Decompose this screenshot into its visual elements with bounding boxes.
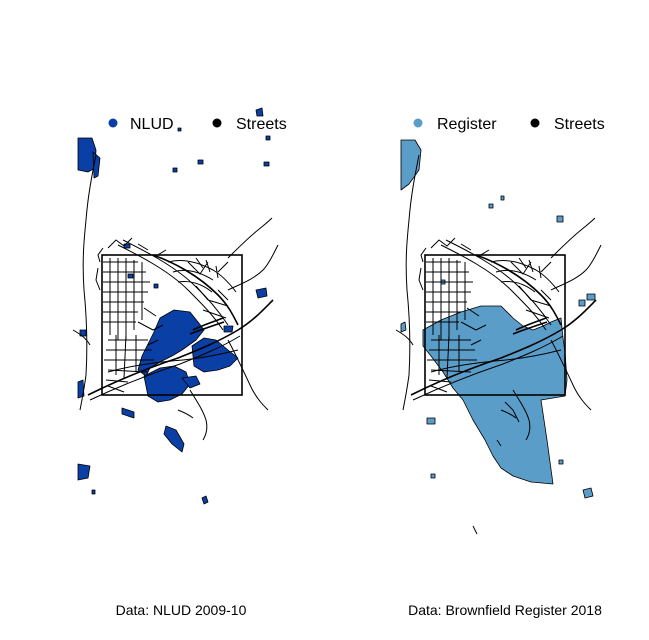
nlud-site xyxy=(255,107,264,117)
nlud-site xyxy=(163,425,185,453)
legend-nlud: NLUD Streets xyxy=(108,116,287,133)
nlud-site xyxy=(172,167,178,173)
nlud-sites xyxy=(77,107,271,505)
panel-nlud xyxy=(72,107,279,505)
nlud-site xyxy=(121,407,135,419)
register-sites xyxy=(400,139,596,499)
legend-register-label: Register xyxy=(437,116,497,133)
nlud-site xyxy=(153,283,159,289)
nlud-site xyxy=(77,463,91,481)
nlud-site xyxy=(197,159,204,165)
nlud-site xyxy=(177,127,182,132)
nlud-site xyxy=(255,287,268,299)
legend-nlud-label: NLUD xyxy=(130,116,174,133)
nlud-site xyxy=(223,325,234,333)
legend-streets-marker xyxy=(530,118,540,128)
register-site xyxy=(556,215,564,223)
caption-register: Data: Brownfield Register 2018 xyxy=(408,602,602,618)
register-site xyxy=(400,321,407,333)
legend-register-marker xyxy=(413,118,423,128)
nlud-site xyxy=(181,375,201,389)
nlud-site-main xyxy=(143,365,191,403)
register-site xyxy=(578,299,586,307)
register-site xyxy=(430,473,436,479)
caption-nlud: Data: NLUD 2009-10 xyxy=(116,602,247,618)
study-area-boundary xyxy=(424,254,566,396)
nlud-site xyxy=(265,135,271,141)
panel-register xyxy=(395,139,602,535)
nlud-site xyxy=(201,495,209,505)
nlud-site xyxy=(91,489,96,495)
nlud-site xyxy=(127,273,134,279)
study-area-boundary xyxy=(101,254,243,396)
legend-nlud-marker xyxy=(108,118,118,128)
nlud-site xyxy=(263,161,270,167)
register-site xyxy=(400,139,422,191)
legend-streets-marker xyxy=(212,118,222,128)
register-site xyxy=(426,417,436,425)
register-site xyxy=(488,203,494,209)
legend-register: Register Streets xyxy=(413,116,605,133)
register-site xyxy=(586,293,596,301)
legend-streets-label: Streets xyxy=(236,116,287,133)
legend-streets-label: Streets xyxy=(554,116,605,133)
register-site xyxy=(558,459,564,465)
register-site xyxy=(582,487,594,499)
nlud-site xyxy=(77,379,85,399)
register-site xyxy=(500,195,505,201)
